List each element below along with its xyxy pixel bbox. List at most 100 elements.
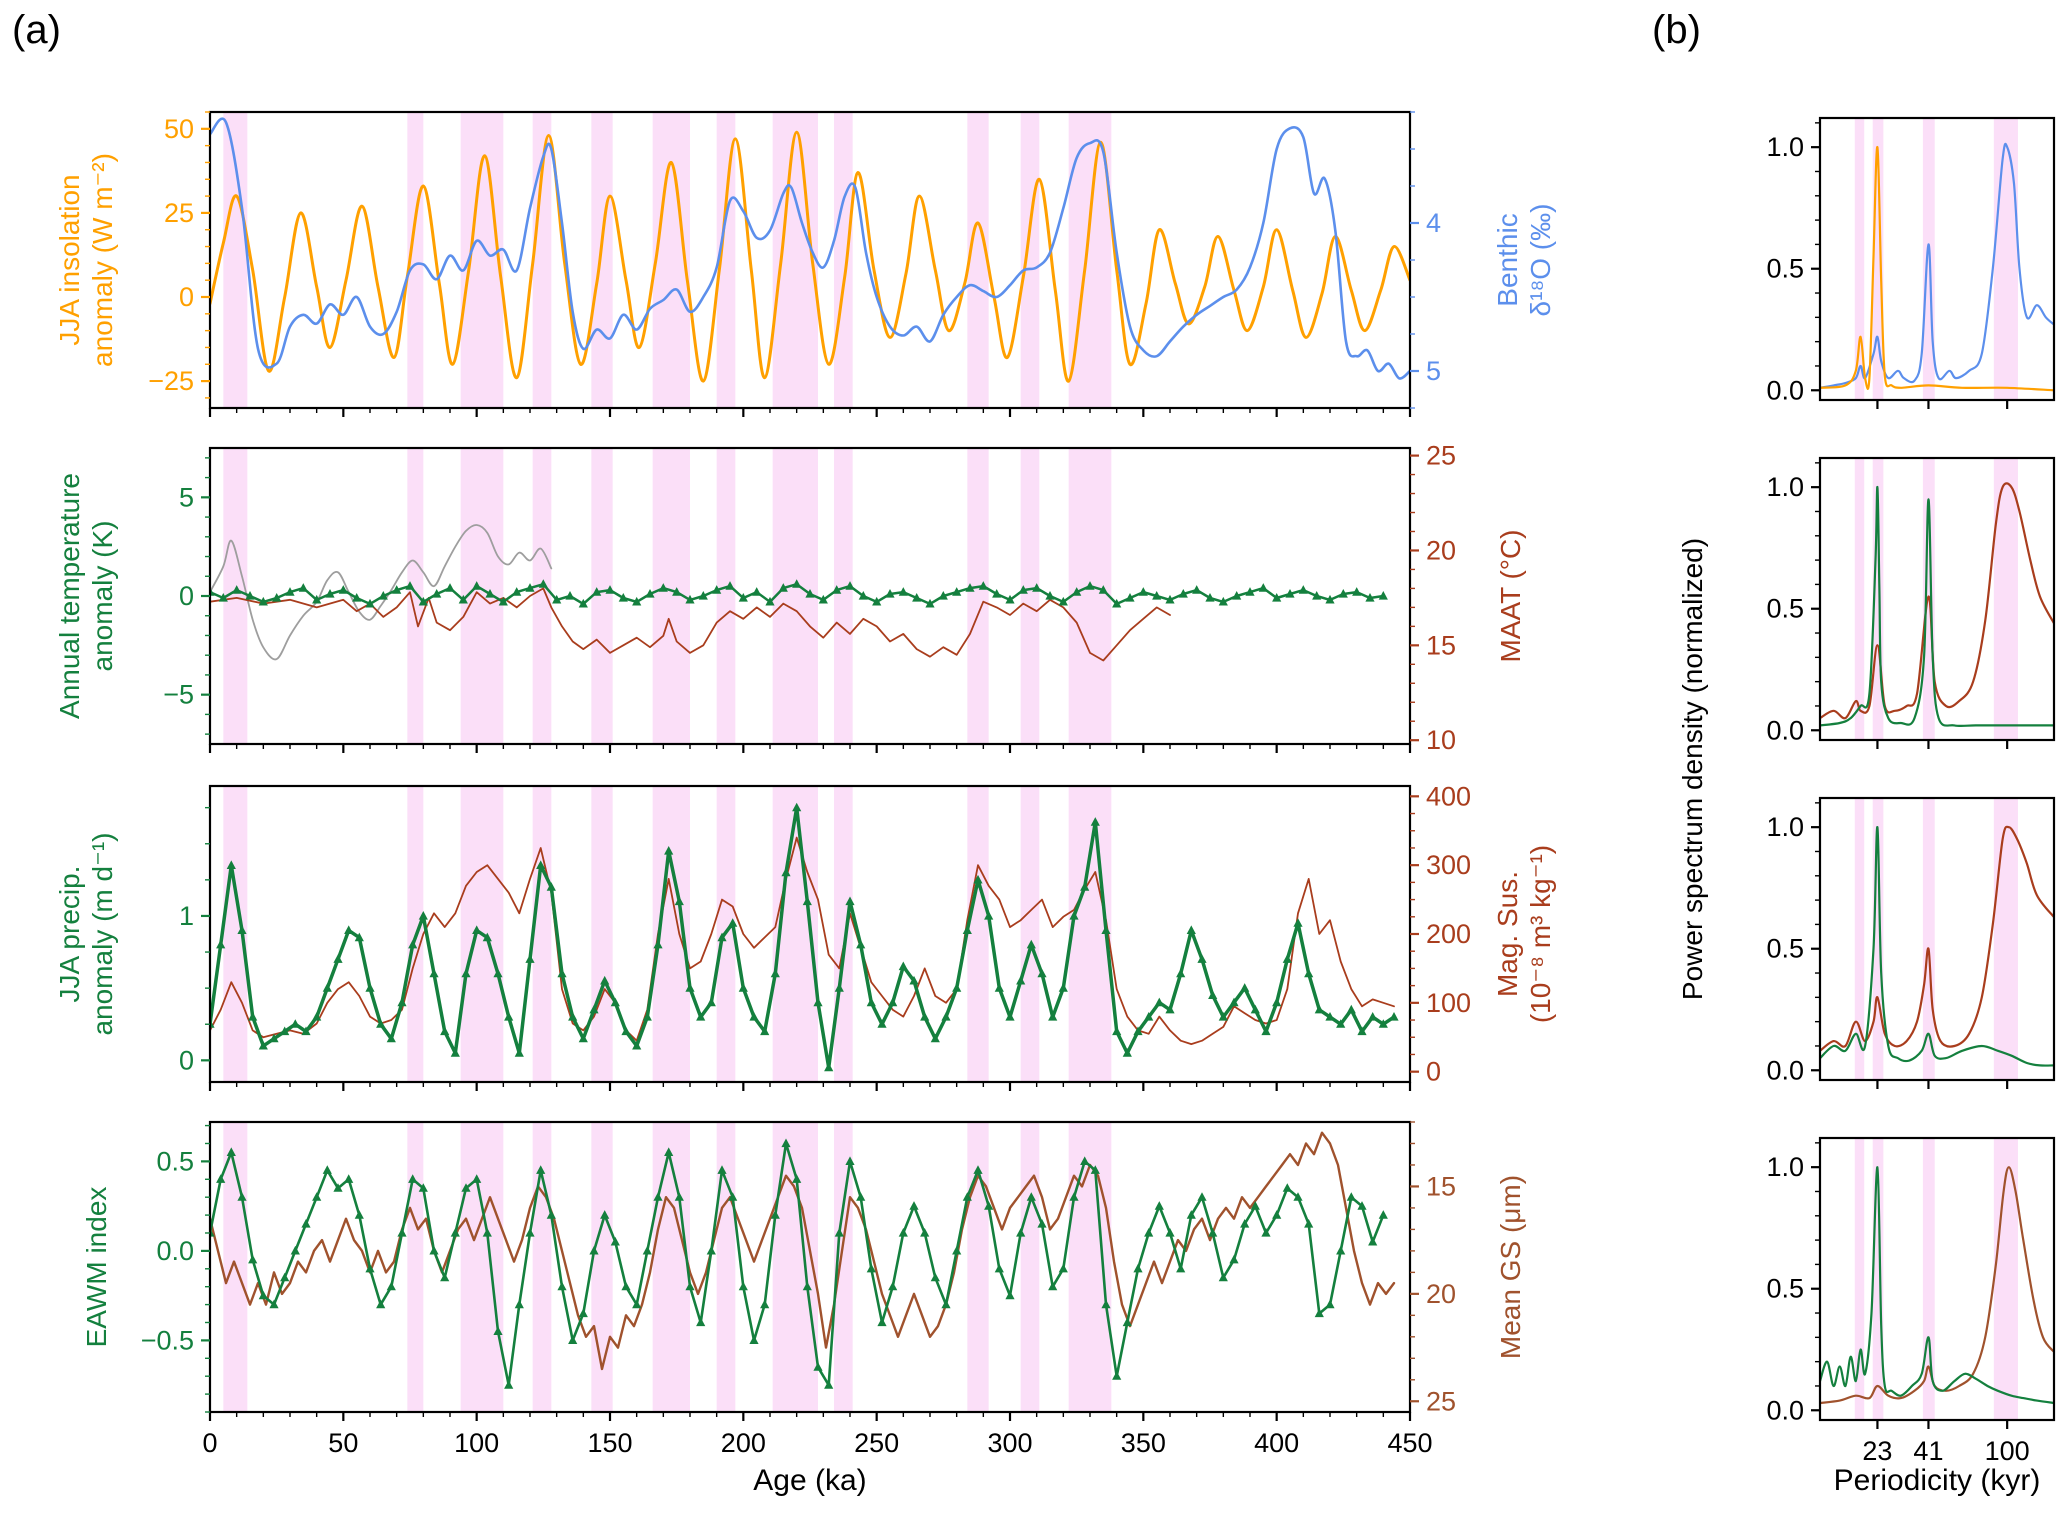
svg-text:5: 5 <box>1426 356 1441 386</box>
panel-b4: 23 41 100 1.0 0.5 0.0 <box>1766 1136 2056 1466</box>
x-axis <box>1876 400 2009 409</box>
svg-text:15: 15 <box>1426 1171 1456 1201</box>
maat-line <box>210 587 1171 662</box>
svg-text:25: 25 <box>164 198 194 228</box>
x-axis <box>208 1082 1412 1091</box>
svg-text:15: 15 <box>1426 630 1456 660</box>
svg-text:−25: −25 <box>148 366 194 396</box>
jja-insolation-line <box>210 130 1410 383</box>
psd-axis-title: Power spectrum density (normalized) <box>1676 537 1708 1001</box>
frame <box>1818 796 2056 1082</box>
right-y-axis: 25 20 15 10 <box>1410 441 1456 755</box>
spec-eawm-line <box>1820 1166 2054 1405</box>
left-y-axis: 1.0 0.5 0.0 <box>1766 1142 1820 1425</box>
svg-text:0.5: 0.5 <box>1766 254 1804 284</box>
frame <box>1818 456 2056 742</box>
svg-text:0: 0 <box>179 1045 194 1075</box>
svg-text:0: 0 <box>202 1428 217 1458</box>
jja-precip-anomaly-markers <box>210 802 1399 1072</box>
svg-text:20: 20 <box>1426 535 1456 565</box>
svg-text:100: 100 <box>1985 1436 2030 1466</box>
frame <box>1818 116 2056 402</box>
svg-text:50: 50 <box>164 114 194 144</box>
svg-text:−0.5: −0.5 <box>141 1325 194 1355</box>
svg-text:0.5: 0.5 <box>1766 594 1804 624</box>
spec-precip-line <box>1820 826 2054 1067</box>
frame <box>1818 1136 2056 1422</box>
svg-text:350: 350 <box>1121 1428 1166 1458</box>
svg-text:0.0: 0.0 <box>1766 715 1804 745</box>
highlight-bands <box>223 112 1112 408</box>
x-axis <box>1876 1080 2009 1089</box>
left-y-axis: 0.5 0.0 −0.5 <box>141 1124 210 1413</box>
svg-text:41: 41 <box>1913 1436 1943 1466</box>
svg-text:0.0: 0.0 <box>1766 375 1804 405</box>
left-y-axis: 1.0 0.5 0.0 <box>1766 122 1820 405</box>
left-y-axis: 10 <box>179 806 210 1075</box>
right-y-axis: 15 20 25 <box>1410 1121 1456 1416</box>
svg-text:5: 5 <box>179 482 194 512</box>
svg-text:50: 50 <box>328 1428 358 1458</box>
a4-left-axis-title: EAWM index <box>80 1186 112 1348</box>
right-y-axis: 400 300 200 100 0 <box>1410 781 1471 1087</box>
annual-temp-anomaly-markers <box>210 579 1388 608</box>
mag-sus-line <box>210 836 1395 1045</box>
svg-text:300: 300 <box>1426 850 1471 880</box>
x-axis: 23 41 100 <box>1862 1420 2030 1466</box>
panel-a2: 5 0 −5 25 20 15 10 <box>163 441 1456 756</box>
panel-b1: 1.0 0.5 0.0 <box>1766 116 2056 409</box>
periodicity-axis-title: Periodicity (kyr) <box>1833 1464 2041 1497</box>
svg-text:0.0: 0.0 <box>1766 1055 1804 1085</box>
x-axis <box>1876 740 2009 749</box>
panel-b-label: (b) <box>1652 8 1701 52</box>
highlight-bands <box>1854 1138 2018 1420</box>
spec-temp-anomaly-line <box>1820 486 2054 728</box>
svg-text:250: 250 <box>854 1428 899 1458</box>
svg-text:1.0: 1.0 <box>1766 1152 1804 1182</box>
svg-text:0.5: 0.5 <box>156 1146 194 1176</box>
right-y-axis: 45 <box>1410 111 1441 409</box>
svg-text:1.0: 1.0 <box>1766 132 1804 162</box>
panel-b2: 1.0 0.5 0.0 <box>1766 456 2056 749</box>
panel-a-label: (a) <box>12 8 61 52</box>
svg-text:1.0: 1.0 <box>1766 472 1804 502</box>
svg-text:0.5: 0.5 <box>1766 1274 1804 1304</box>
spec-mean-gs-line <box>1820 1166 2054 1405</box>
spec-insolation-line <box>1820 146 2054 392</box>
svg-text:1.0: 1.0 <box>1766 812 1804 842</box>
x-axis <box>208 408 1412 417</box>
left-y-axis: 50 25 0 −25 <box>148 111 210 399</box>
svg-text:400: 400 <box>1426 781 1471 811</box>
svg-text:0: 0 <box>1426 1057 1441 1087</box>
svg-text:100: 100 <box>1426 988 1471 1018</box>
svg-text:23: 23 <box>1862 1436 1892 1466</box>
svg-text:−5: −5 <box>163 680 194 710</box>
panel-a1: 50 25 0 −25 45 <box>148 110 1441 417</box>
left-y-axis: 5 0 −5 <box>163 457 210 735</box>
svg-text:100: 100 <box>454 1428 499 1458</box>
svg-text:200: 200 <box>1426 919 1471 949</box>
panel-a4: 0 50 100 150 200 250 300 350 400 450 0.5 0.0 −0.5 15 2… <box>141 1120 1456 1458</box>
svg-text:10: 10 <box>1426 725 1456 755</box>
panel-b3: 1.0 0.5 0.0 <box>1766 796 2056 1089</box>
svg-text:25: 25 <box>1426 1386 1456 1416</box>
left-y-axis: 1.0 0.5 0.0 <box>1766 462 1820 745</box>
left-y-axis: 1.0 0.5 0.0 <box>1766 802 1820 1085</box>
frame <box>208 1120 1412 1414</box>
svg-text:450: 450 <box>1387 1428 1432 1458</box>
svg-text:0.0: 0.0 <box>1766 1395 1804 1425</box>
a4-right-axis-title: Mean GS (μm) <box>1494 1174 1526 1360</box>
age-axis-title: Age (ka) <box>753 1464 867 1497</box>
svg-text:1: 1 <box>179 901 194 931</box>
jja-precip-anomaly-line <box>210 805 1396 1070</box>
svg-text:0: 0 <box>179 282 194 312</box>
highlight-bands <box>223 1122 1112 1412</box>
svg-text:400: 400 <box>1254 1428 1299 1458</box>
x-axis <box>208 744 1412 753</box>
svg-text:0.5: 0.5 <box>1766 934 1804 964</box>
svg-text:200: 200 <box>721 1428 766 1458</box>
svg-text:0.0: 0.0 <box>156 1236 194 1266</box>
